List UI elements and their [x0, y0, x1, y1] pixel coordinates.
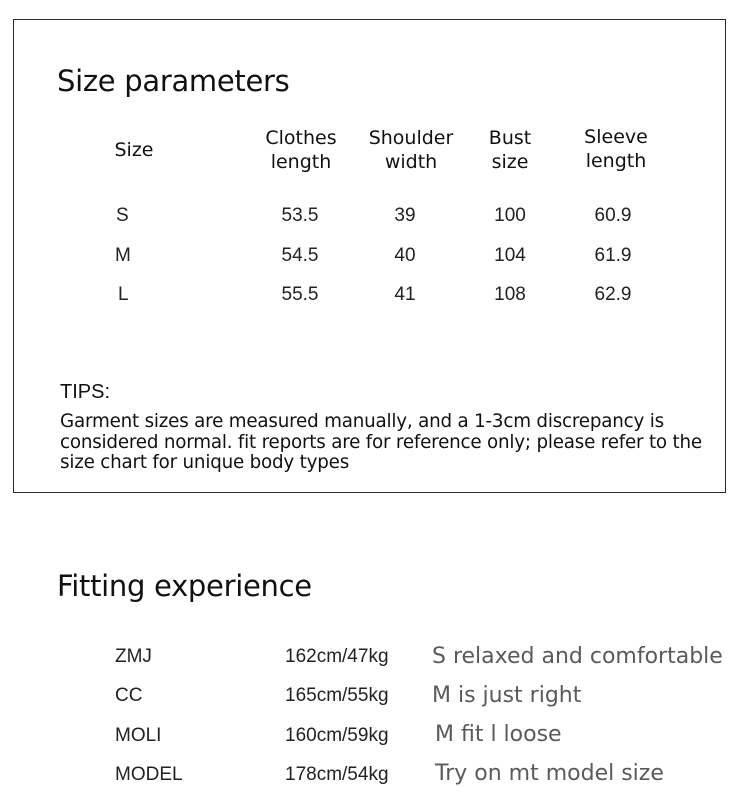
fitter-height-weight: 165cm/55kg [285, 685, 389, 706]
sleeve-length-cell: 61.9 [594, 245, 632, 266]
header-clothes-length: Clothes length [265, 127, 337, 173]
shoulder-width-cell: 39 [394, 205, 416, 226]
fit-note: S relaxed and comfortable [432, 644, 723, 669]
bust-size-cell: 108 [494, 284, 526, 305]
fitter-height-weight: 160cm/59kg [285, 725, 389, 746]
header-bust-size: Bust size [488, 127, 532, 173]
size-cell: S [116, 205, 129, 226]
bust-size-cell: 100 [494, 205, 526, 226]
size-cell: L [118, 284, 129, 305]
fitting-experience-title: Fitting experience [57, 569, 312, 603]
header-size: Size [114, 139, 154, 161]
fitter-height-weight: 162cm/47kg [285, 646, 389, 667]
fit-note: M fit l loose [435, 722, 562, 747]
size-parameters-title: Size parameters [57, 64, 290, 98]
bust-size-cell: 104 [494, 245, 526, 266]
clothes-length-cell: 53.5 [281, 205, 319, 226]
fitter-name: CC [115, 685, 143, 706]
fitter-name: MODEL [115, 764, 183, 785]
fit-note: Try on mt model size [435, 761, 664, 786]
size-parameters-panel [13, 19, 726, 493]
clothes-length-cell: 55.5 [281, 284, 319, 305]
fitter-height-weight: 178cm/54kg [285, 764, 389, 785]
fitter-name: MOLI [115, 725, 162, 746]
clothes-length-cell: 54.5 [281, 245, 319, 266]
header-sleeve-length: Sleeve length [584, 126, 648, 172]
tips-label: TIPS: [60, 381, 111, 403]
tips-text: Garment sizes are measured manually, and… [60, 411, 702, 473]
shoulder-width-cell: 41 [394, 284, 416, 305]
header-shoulder-width: Shoulder width [368, 127, 454, 173]
shoulder-width-cell: 40 [394, 245, 416, 266]
sleeve-length-cell: 62.9 [594, 284, 632, 305]
fitter-name: ZMJ [115, 646, 152, 667]
fit-note: M is just right [432, 683, 582, 708]
size-cell: M [115, 245, 131, 266]
sleeve-length-cell: 60.9 [594, 205, 632, 226]
